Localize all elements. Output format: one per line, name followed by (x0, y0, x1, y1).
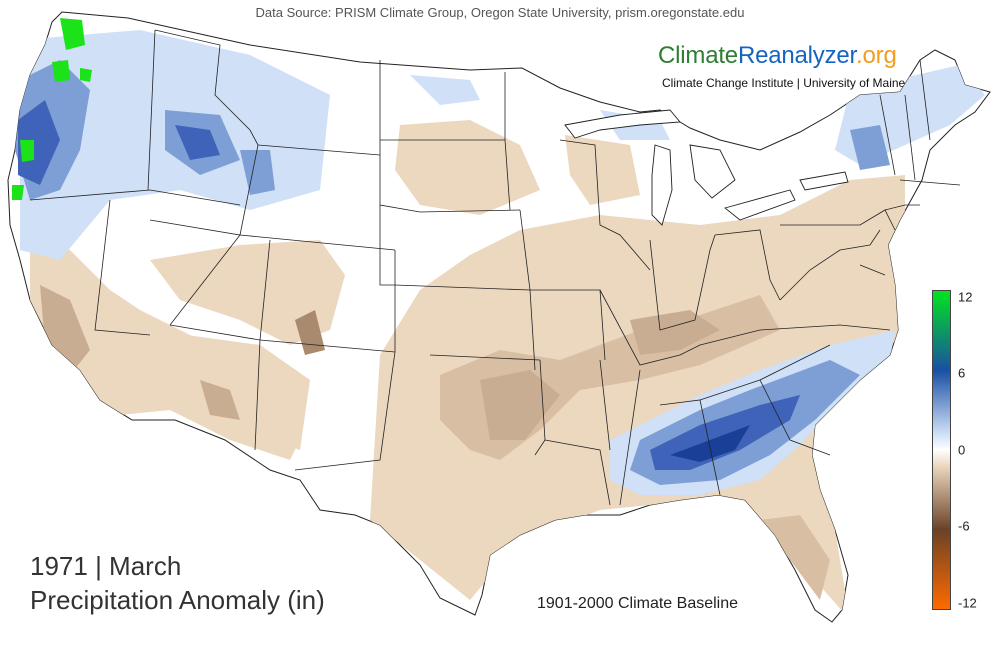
lake-huron (689, 144, 736, 199)
legend-tick-minus-6: -6 (958, 518, 970, 534)
legend-tick-12: 12 (958, 289, 973, 305)
brand-subtitle: Climate Change Institute | University of… (662, 76, 906, 90)
brand-part-reanalyzer: Reanalyzer (737, 42, 857, 69)
lake-ontario (799, 171, 849, 191)
extreme-wet-layer (12, 18, 92, 200)
dry-anomaly-layer (30, 120, 905, 620)
legend-tick-6: 6 (958, 365, 966, 381)
lake-michigan (651, 144, 673, 226)
legend-tick-minus-12: -12 (958, 595, 977, 611)
brand-part-org: .org (856, 42, 897, 69)
map-title-year-month: 1971 | March (30, 551, 182, 581)
lake-erie (724, 189, 796, 221)
data-source-text: Data Source: PRISM Climate Group, Oregon… (255, 5, 745, 20)
legend-colorbar (932, 290, 951, 610)
map-title-variable: Precipitation Anomaly (in) (30, 585, 325, 615)
legend-tick-0: 0 (958, 442, 966, 458)
brand-part-climate: Climate (658, 42, 738, 69)
climate-baseline-label: 1901-2000 Climate Baseline (537, 595, 739, 612)
lake-superior (564, 109, 681, 139)
great-lakes (564, 109, 849, 226)
state-boundaries (29, 29, 961, 506)
brand-logo[interactable]: ClimateReanalyzer.org (658, 42, 897, 70)
